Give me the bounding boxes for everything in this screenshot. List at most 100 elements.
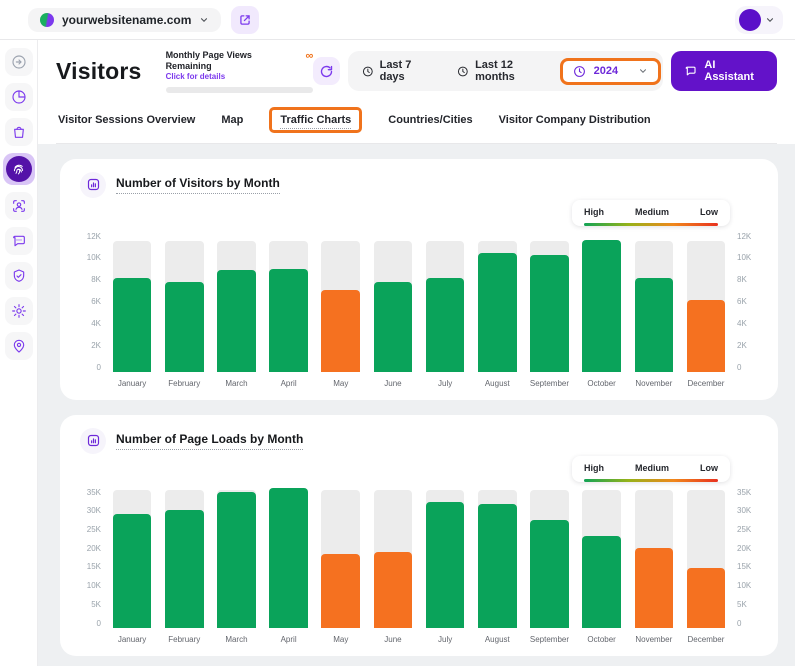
bar-june[interactable] bbox=[373, 551, 413, 628]
shopping-bag-icon bbox=[13, 126, 24, 138]
x-axis-label: March bbox=[225, 378, 248, 388]
sidebar-item-chat[interactable] bbox=[4, 227, 33, 255]
bar-july[interactable] bbox=[425, 278, 465, 372]
bar-stack bbox=[686, 488, 726, 628]
chart-icon-badge bbox=[80, 171, 106, 198]
user-menu[interactable] bbox=[735, 5, 783, 34]
sidebar bbox=[0, 40, 38, 666]
x-axis-label: October bbox=[587, 634, 616, 644]
legend-gradient-bar bbox=[584, 222, 718, 226]
bar-stack bbox=[634, 488, 674, 628]
ai-assistant-button[interactable]: AI Assistant bbox=[671, 51, 777, 92]
y-tick-label: 35K bbox=[737, 487, 752, 497]
bar-april[interactable] bbox=[269, 268, 308, 372]
bar-stack bbox=[217, 488, 256, 628]
bar-stack bbox=[112, 488, 152, 628]
bar-february[interactable] bbox=[164, 281, 204, 372]
chart-icon-badge bbox=[80, 427, 106, 454]
year-dropdown[interactable]: 2024 bbox=[559, 57, 662, 85]
bar-november[interactable] bbox=[634, 278, 674, 372]
bar-august[interactable] bbox=[477, 503, 517, 628]
refresh-button[interactable] bbox=[313, 57, 340, 86]
tab-visitor-sessions-overview[interactable]: Visitor Sessions Overview bbox=[58, 114, 195, 126]
quota-details-link[interactable]: Click for details bbox=[165, 71, 226, 81]
y-tick-label: 0 bbox=[737, 618, 742, 628]
legend-medium-label: Medium bbox=[634, 462, 669, 473]
last-12-months-button[interactable]: Last 12 months bbox=[445, 53, 559, 89]
bar-april[interactable] bbox=[269, 488, 308, 628]
bar-july[interactable] bbox=[425, 501, 465, 628]
sidebar-item-privacy[interactable] bbox=[4, 262, 33, 290]
bar-january[interactable] bbox=[112, 278, 152, 372]
plot-area: January February March April May June July Augu… bbox=[106, 232, 732, 388]
y-tick-label: 10K bbox=[86, 253, 101, 263]
x-axis-label: June bbox=[384, 634, 402, 644]
y-tick-label: 30K bbox=[86, 506, 101, 516]
tab-visitor-company-distribution[interactable]: Visitor Company Distribution bbox=[499, 114, 651, 126]
y-tick-label: 15K bbox=[86, 562, 101, 572]
page-title: Visitors bbox=[56, 57, 142, 84]
bar-september[interactable] bbox=[530, 254, 569, 372]
bar-october[interactable] bbox=[582, 239, 621, 372]
sidebar-item-visitors[interactable] bbox=[2, 153, 35, 185]
tab-traffic-charts[interactable]: Traffic Charts bbox=[269, 106, 363, 133]
bar-march[interactable] bbox=[217, 270, 256, 372]
bar-column: April bbox=[263, 488, 315, 644]
bar-february[interactable] bbox=[164, 509, 204, 628]
y-tick-label: 10K bbox=[737, 581, 752, 591]
bar-october[interactable] bbox=[582, 535, 621, 628]
bar-may[interactable] bbox=[321, 289, 361, 372]
x-axis-label: September bbox=[529, 634, 570, 644]
sidebar-item-locations[interactable] bbox=[4, 332, 33, 360]
open-website-button[interactable] bbox=[231, 5, 260, 34]
collapse-arrow-icon bbox=[11, 55, 26, 69]
bar-stack bbox=[425, 488, 465, 628]
quota-value: ∞ bbox=[305, 50, 314, 62]
bar-column: December bbox=[680, 488, 732, 644]
bar-january[interactable] bbox=[112, 513, 152, 628]
year-label: 2024 bbox=[593, 65, 619, 78]
bar-december[interactable] bbox=[686, 300, 726, 372]
y-tick-label: 5K bbox=[737, 599, 747, 609]
chart-title: Number of Visitors by Month bbox=[116, 176, 280, 194]
sidebar-item-ecommerce[interactable] bbox=[4, 118, 33, 146]
chevron-down-icon bbox=[201, 17, 208, 22]
last-7-days-button[interactable]: Last 7 days bbox=[350, 53, 445, 89]
tab-map[interactable]: Map bbox=[221, 114, 243, 126]
bar-december[interactable] bbox=[686, 567, 726, 628]
website-selector[interactable]: yourwebsitename.com bbox=[28, 7, 222, 32]
sidebar-item-settings[interactable] bbox=[4, 297, 33, 325]
bar-september[interactable] bbox=[530, 519, 569, 628]
bar-column: June bbox=[367, 232, 419, 388]
bar-june[interactable] bbox=[373, 281, 413, 372]
x-axis-label: November bbox=[635, 634, 673, 644]
last-12-months-label: Last 12 months bbox=[475, 59, 515, 84]
pie-chart-icon bbox=[11, 90, 26, 104]
bar-march[interactable] bbox=[217, 491, 256, 628]
legend-high-label: High bbox=[584, 206, 604, 217]
tab-countries-cities[interactable]: Countries/Cities bbox=[388, 114, 472, 126]
y-tick-label: 2K bbox=[737, 340, 747, 350]
sidebar-collapse-button[interactable] bbox=[4, 48, 33, 76]
bar-november[interactable] bbox=[634, 547, 674, 628]
y-tick-label: 25K bbox=[86, 525, 101, 534]
sidebar-item-dashboard[interactable] bbox=[4, 83, 33, 111]
bar-august[interactable] bbox=[477, 252, 517, 372]
bar-column: November bbox=[628, 232, 680, 388]
bar-column: October bbox=[576, 232, 628, 388]
sidebar-item-leads[interactable] bbox=[4, 192, 33, 220]
gear-icon bbox=[11, 304, 26, 318]
y-axis-left: 12K 10K 8K 6K 4K 2K 0 bbox=[80, 232, 106, 372]
bar-stack bbox=[373, 488, 413, 628]
bar-stack bbox=[634, 232, 674, 372]
y-tick-label: 8K bbox=[737, 275, 747, 285]
x-axis-label: January bbox=[117, 634, 147, 644]
bar-column: November bbox=[628, 488, 680, 644]
x-axis-label: August bbox=[484, 634, 510, 644]
bar-may[interactable] bbox=[321, 553, 361, 628]
bar-stack bbox=[269, 488, 308, 628]
x-axis-label: October bbox=[587, 378, 616, 388]
x-axis-label: February bbox=[168, 634, 201, 644]
bar-column: April bbox=[263, 232, 315, 388]
y-tick-label: 6K bbox=[737, 297, 747, 307]
